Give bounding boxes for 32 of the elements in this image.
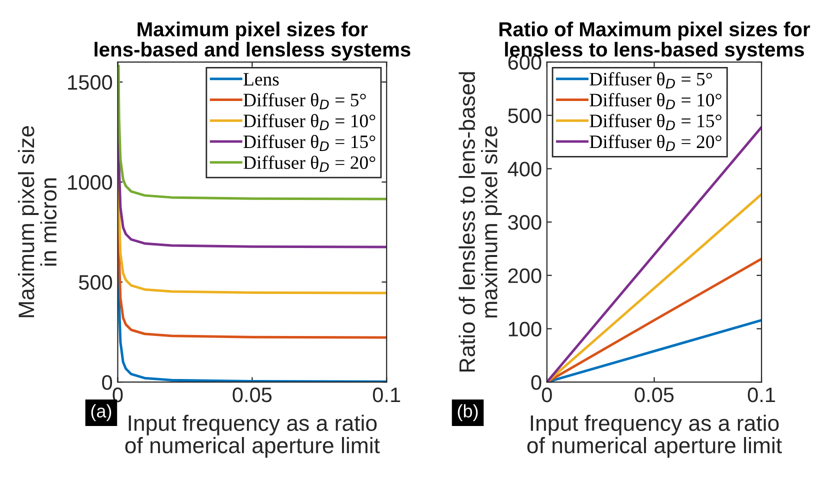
x-tick-label: 0.05 xyxy=(232,387,272,402)
x-tick-label: 0 xyxy=(542,387,552,402)
y-tick-label: 1000 xyxy=(68,175,112,190)
legend-label: Diffuser θ$_{D}$ = 15° xyxy=(244,134,376,152)
y-axis-title: Ratio of lensless to lens-based maximum pixel size xyxy=(458,72,502,372)
line-series xyxy=(118,64,387,200)
text: (b) xyxy=(458,404,478,422)
y-axis-title: Maximum pixel size in micron xyxy=(18,126,57,318)
legend-label: Diffuser θ$_{D}$ = 15° xyxy=(590,114,722,130)
y-tick-label: 0 xyxy=(531,375,542,390)
x-tick-label: 0.1 xyxy=(372,387,400,402)
y-tick-label: 100 xyxy=(508,322,542,336)
legend-label: Diffuser θ$_{D}$ = 20° xyxy=(590,134,722,152)
legend-label: Diffuser θ$_{D}$ = 5° xyxy=(244,93,366,110)
y-tick-label: 500 xyxy=(508,108,542,124)
legend-label: Diffuser θ$_{D}$ = 10° xyxy=(244,114,376,130)
x-tick-label: 0.05 xyxy=(634,387,674,402)
legend-label: Diffuser θ$_{D}$ = 5° xyxy=(590,72,712,88)
x-tick-label: 0.1 xyxy=(748,387,775,402)
legend-label: Lens xyxy=(244,73,279,86)
y-tick-label: 1500 xyxy=(68,75,112,90)
legend-label: Diffuser θ$_{D}$ = 20° xyxy=(244,156,376,172)
y-tick-label: 300 xyxy=(508,215,542,230)
y-tick-label: 0 xyxy=(102,375,112,390)
legend-label: Diffuser θ$_{D}$ = 10° xyxy=(590,93,722,110)
text: (a) xyxy=(91,404,112,422)
x-axis-title: Input frequency as a ratio of numerical aperture limit xyxy=(527,414,782,458)
y-tick-label: 200 xyxy=(508,268,542,284)
x-axis-title: Input frequency as a ratio of numerical aperture limit xyxy=(125,414,380,458)
y-tick-label: 500 xyxy=(78,275,112,290)
chart-title: Maximum pixel sizes for lens-based and lensless systems xyxy=(94,22,410,61)
y-tick-label: 400 xyxy=(508,162,542,176)
